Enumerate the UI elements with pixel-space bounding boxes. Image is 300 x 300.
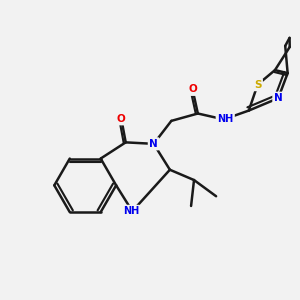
Text: N: N	[274, 93, 283, 103]
Text: NH: NH	[217, 114, 233, 124]
Text: N: N	[149, 139, 158, 149]
Text: O: O	[117, 114, 126, 124]
Text: NH: NH	[123, 206, 139, 216]
Text: S: S	[254, 80, 261, 90]
Text: O: O	[188, 84, 197, 94]
